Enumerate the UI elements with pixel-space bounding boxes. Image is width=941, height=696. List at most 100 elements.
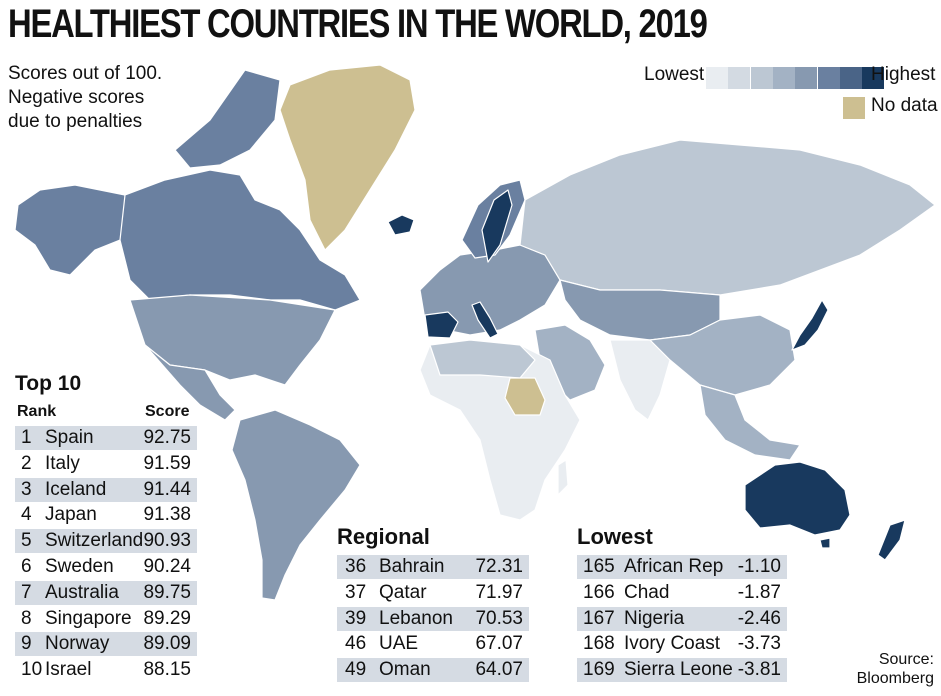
- top10-row-5: 5 Switzerland 90.93: [15, 529, 197, 554]
- top10-row-rank: 2: [21, 452, 32, 474]
- top10-row-score: 91.38: [143, 504, 191, 526]
- lowest-row-4: 168 Ivory Coast -3.73: [577, 632, 787, 656]
- top10-row-rank: 5: [21, 530, 32, 552]
- top10-row-score: 89.75: [143, 581, 191, 603]
- top10-row-country: Sweden: [45, 556, 114, 577]
- regional-row-2: 37 Qatar 71.97: [337, 581, 529, 605]
- top10-row-3: 3 Iceland 91.44: [15, 477, 197, 502]
- legend-swatch-1: [706, 67, 728, 89]
- regional-row-country: UAE: [379, 633, 419, 655]
- sweden-shape: [481, 189, 513, 263]
- russia-shape: [519, 139, 936, 296]
- lowest-row-score: -2.46: [737, 607, 781, 629]
- top10-row-4: 4 Japan 91.38: [15, 503, 197, 527]
- top10-row-country: Italy: [45, 452, 80, 474]
- canada-islands-shape: [174, 69, 281, 169]
- regional-row-score: 70.53: [475, 607, 523, 629]
- top10-row-8: 8 Singapore 89.29: [15, 607, 197, 631]
- top10-row-country: Switzerland: [45, 530, 144, 552]
- south-america-shape: [231, 409, 361, 601]
- legend-swatch-6: [817, 67, 840, 89]
- alaska-shape: [14, 184, 136, 276]
- lowest-row-2: 166 Chad -1.87: [577, 581, 787, 605]
- china-shape: [649, 314, 796, 396]
- spain-shape: [424, 311, 459, 339]
- top10-row-rank: 8: [21, 607, 32, 629]
- usa-shape: [129, 294, 336, 386]
- regional-row-rank: 36: [345, 556, 367, 577]
- regional-row-country: Bahrain: [379, 556, 445, 577]
- regional-row-rank: 46: [345, 633, 367, 655]
- top10-row-6: 6 Sweden 90.24: [15, 555, 197, 579]
- regional-row-rank: 39: [345, 607, 367, 629]
- top10-row-country: Iceland: [45, 478, 107, 500]
- lowest-row-score: -3.73: [737, 633, 781, 655]
- top10-row-score: 91.59: [143, 452, 191, 474]
- lowest-row-country: Nigeria: [624, 607, 685, 629]
- legend-swatch-2: [728, 67, 751, 89]
- legend-highest-label: Highest: [871, 64, 936, 85]
- top10-row-score: 90.93: [143, 530, 191, 552]
- regional-row-score: 64.07: [475, 659, 523, 681]
- top10-row-rank: 4: [21, 504, 32, 526]
- mexico-shape: [144, 344, 236, 421]
- lowest-row-rank: 169: [583, 659, 615, 681]
- top10-row-rank: 9: [21, 633, 32, 655]
- source-label: Source:: [878, 651, 934, 668]
- regional-row-rank: 37: [345, 581, 367, 603]
- regional-row-score: 72.31: [475, 556, 523, 577]
- regional-row-country: Oman: [379, 659, 431, 681]
- africa-shape: [419, 339, 581, 521]
- regional-title: Regional: [337, 524, 430, 549]
- iceland-shape: [387, 214, 415, 236]
- lowest-row-country: Chad: [624, 581, 670, 603]
- top10-row-rank: 1: [21, 427, 32, 448]
- lowest-title: Lowest: [577, 524, 653, 549]
- subtitle-line-1: Scores out of 100.: [8, 63, 163, 84]
- greenland-shape: [279, 64, 416, 251]
- sudan-shape: [504, 377, 546, 416]
- legend-lowest-label: Lowest: [644, 64, 705, 85]
- regional-row-5: 49 Oman 64.07: [337, 658, 529, 683]
- top10-row-country: Norway: [45, 633, 110, 655]
- legend-no-data-label: No data: [871, 95, 938, 116]
- lowest-row-rank: 167: [583, 607, 615, 629]
- legend-swatch-7: [839, 67, 862, 89]
- top10-row-score: 91.44: [143, 478, 191, 500]
- top10-row-rank: 3: [21, 478, 32, 500]
- regional-row-rank: 49: [345, 659, 367, 681]
- legend-swatch-8: [862, 67, 885, 89]
- regional-row-country: Qatar: [379, 581, 427, 603]
- regional-row-3: 39 Lebanon 70.53: [337, 606, 529, 631]
- world-map: [14, 64, 936, 601]
- top10-row-rank: 6: [21, 556, 32, 577]
- source-note: Source: Bloomberg: [830, 650, 934, 688]
- lowest-row-3: 167 Nigeria -2.46: [577, 606, 787, 631]
- top10-title: Top 10: [15, 372, 82, 395]
- legend-swatch-4: [772, 67, 795, 89]
- lowest-row-country: Sierra Leone: [624, 659, 733, 681]
- tasmania-shape: [819, 537, 831, 549]
- top10-row-2: 2 Italy 91.59: [15, 452, 197, 476]
- legend-no-data-swatch: [843, 97, 865, 119]
- top10-row-7: 7 Australia 89.75: [15, 580, 197, 605]
- top10-rank-header: Rank: [17, 403, 57, 420]
- top10-row-rank: 10: [21, 659, 43, 681]
- lowest-row-score: -1.10: [737, 556, 781, 577]
- top10-row-country: Singapore: [45, 607, 132, 629]
- regional-row-1: 36 Bahrain 72.31: [337, 555, 529, 579]
- subtitle-line-3: due to penalties: [8, 111, 143, 132]
- top10-row-1: 1 Spain 92.75: [15, 426, 197, 450]
- australia-shape: [744, 461, 851, 536]
- japan-shape: [791, 299, 829, 351]
- lowest-row-rank: 166: [583, 581, 615, 603]
- lowest-row-rank: 165: [583, 556, 615, 577]
- top10-row-score: 92.75: [143, 427, 191, 448]
- chart-title: HEALTHIEST COUNTRIES IN THE WORLD, 2019: [8, 2, 708, 46]
- top10-row-country: Japan: [45, 504, 97, 526]
- new-zealand-shape: [877, 519, 906, 561]
- lowest-row-country: African Rep: [624, 556, 724, 577]
- madagascar-shape: [557, 459, 569, 496]
- legend-swatch-3: [750, 67, 773, 89]
- top10-row-score: 89.29: [143, 607, 191, 629]
